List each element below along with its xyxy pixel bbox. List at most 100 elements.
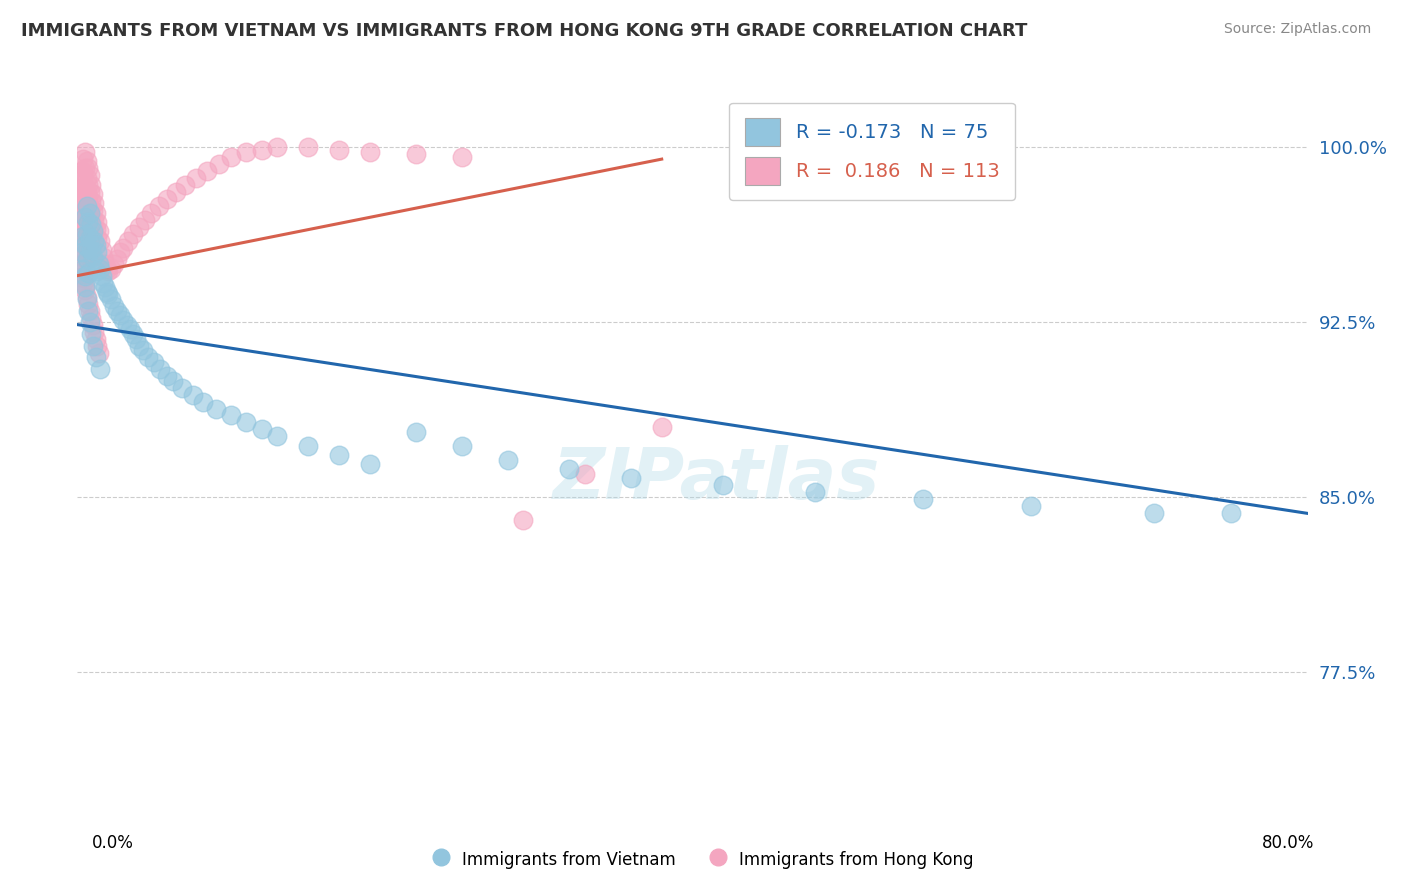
Point — [297, 140, 319, 154]
Point — [67, 215, 90, 229]
Point — [73, 283, 96, 297]
Point — [170, 380, 193, 394]
Point — [79, 169, 101, 183]
Point — [195, 163, 218, 178]
Point — [80, 243, 103, 257]
Point — [266, 429, 288, 443]
Point — [72, 229, 94, 244]
Point — [83, 234, 105, 248]
Point — [112, 241, 135, 255]
Point — [450, 150, 472, 164]
Point — [76, 252, 98, 267]
Point — [250, 143, 273, 157]
Point — [76, 199, 98, 213]
Point — [115, 318, 138, 332]
Point — [82, 318, 104, 332]
Point — [450, 439, 472, 453]
Point — [80, 326, 103, 341]
Point — [100, 292, 122, 306]
Point — [82, 338, 104, 352]
Point — [70, 250, 93, 264]
Point — [76, 252, 98, 267]
Point — [73, 245, 96, 260]
Point — [73, 229, 96, 244]
Point — [70, 163, 93, 178]
Point — [208, 157, 231, 171]
Point — [90, 243, 114, 257]
Point — [76, 235, 98, 250]
Point — [136, 350, 159, 364]
Point — [73, 145, 96, 160]
Point — [84, 222, 107, 236]
Point — [83, 196, 105, 211]
Point — [84, 205, 107, 219]
Point — [512, 513, 534, 527]
Point — [80, 243, 103, 257]
Point — [359, 145, 381, 160]
Point — [72, 187, 94, 202]
Point — [143, 355, 166, 369]
Point — [76, 203, 98, 218]
Point — [67, 182, 90, 196]
Point — [103, 299, 125, 313]
Point — [155, 368, 177, 383]
Point — [69, 182, 91, 196]
Point — [94, 280, 117, 294]
Point — [76, 170, 98, 185]
Point — [70, 245, 93, 260]
Point — [651, 420, 673, 434]
Point — [80, 211, 103, 225]
Point — [73, 277, 96, 292]
Point — [266, 140, 288, 154]
Point — [72, 222, 94, 236]
Point — [250, 422, 273, 436]
Point — [93, 250, 115, 264]
Point — [79, 218, 101, 232]
Point — [219, 409, 242, 423]
Point — [89, 234, 111, 248]
Point — [72, 169, 94, 183]
Point — [77, 243, 100, 257]
Point — [72, 238, 94, 252]
Point — [96, 285, 118, 299]
Point — [76, 219, 98, 234]
Point — [87, 345, 110, 359]
Point — [103, 257, 125, 271]
Text: IMMIGRANTS FROM VIETNAM VS IMMIGRANTS FROM HONG KONG 9TH GRADE CORRELATION CHART: IMMIGRANTS FROM VIETNAM VS IMMIGRANTS FR… — [21, 22, 1028, 40]
Point — [77, 227, 100, 241]
Point — [1143, 507, 1166, 521]
Point — [83, 212, 105, 227]
Point — [496, 452, 519, 467]
Point — [155, 192, 177, 206]
Point — [128, 219, 150, 234]
Point — [121, 326, 143, 341]
Point — [70, 215, 93, 229]
Point — [804, 485, 827, 500]
Point — [82, 224, 104, 238]
Point — [118, 322, 141, 336]
Point — [72, 276, 94, 290]
Point — [70, 234, 93, 248]
Point — [72, 205, 94, 219]
Point — [328, 143, 350, 157]
Point — [174, 178, 197, 192]
Point — [70, 182, 93, 196]
Point — [77, 296, 100, 310]
Point — [77, 211, 100, 225]
Point — [70, 268, 93, 283]
Point — [297, 439, 319, 453]
Point — [73, 238, 96, 252]
Point — [79, 315, 101, 329]
Point — [80, 310, 103, 325]
Point — [1019, 500, 1042, 514]
Point — [80, 178, 103, 192]
Point — [94, 257, 117, 271]
Point — [110, 308, 132, 322]
Point — [86, 338, 108, 352]
Point — [84, 350, 107, 364]
Point — [69, 169, 91, 183]
Point — [79, 303, 101, 318]
Point — [77, 266, 100, 280]
Point — [141, 205, 163, 219]
Point — [82, 219, 104, 234]
